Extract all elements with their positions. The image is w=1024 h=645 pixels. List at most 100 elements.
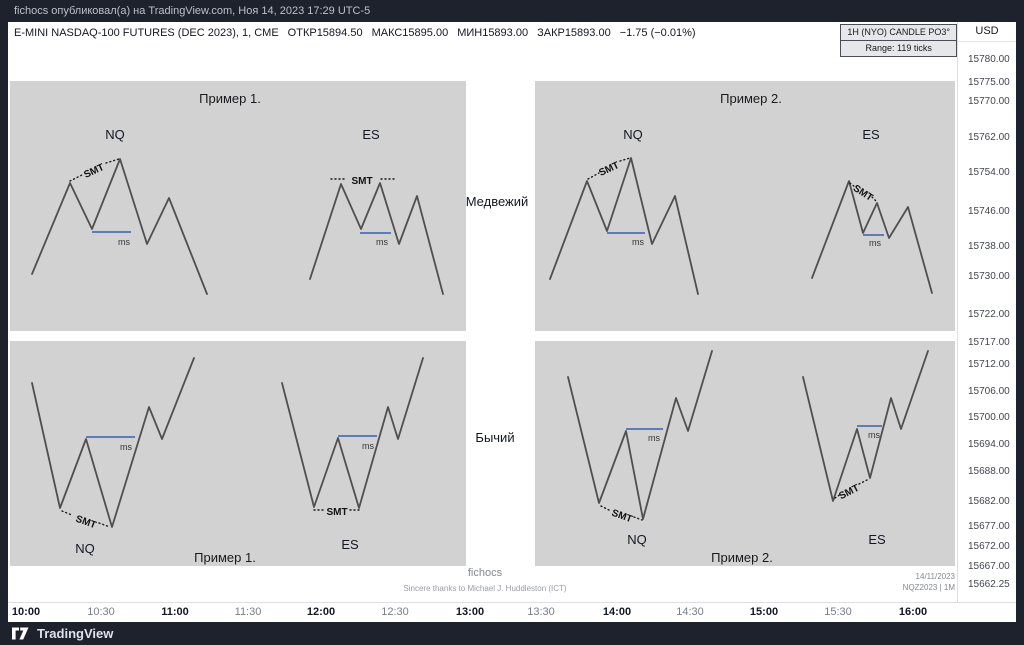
legend-segment: E-MINI NASDAQ-100 FUTURES (DEC 2023), 1,… [14, 27, 279, 39]
smt-divergence-line[interactable] [600, 505, 610, 511]
legend-segment: МИН15893.00 [457, 27, 529, 39]
ms-label: ms [868, 430, 880, 440]
time-tick-label: 12:30 [381, 606, 409, 618]
price-path[interactable] [567, 350, 713, 520]
snapshot-date: 14/11/2023 [915, 572, 955, 581]
smt-divergence-line[interactable] [849, 182, 856, 188]
ms-label: ms [648, 433, 660, 443]
price-tick-label: 15700.00 [968, 412, 1010, 423]
legend-segment: ЗАКР15893.00 [537, 27, 611, 39]
smt-divergence-line[interactable] [98, 522, 111, 528]
instrument-label: ES [868, 532, 886, 547]
axis-separator-vertical [957, 22, 958, 602]
snapshot-meta: 14/11/2023 NQZ2023 | 1M [903, 571, 955, 593]
smt-divergence-line[interactable] [633, 516, 643, 521]
snapshot-symbol-timeframe: NQZ2023 | 1M [902, 583, 955, 592]
example-panel[interactable]: Пример 2. NQ SMT ms ES SMT ms [535, 341, 955, 566]
price-tick-label: 15770.00 [968, 96, 1010, 107]
ms-label: ms [120, 442, 132, 452]
price-path[interactable] [549, 157, 699, 295]
smt-divergence-line[interactable] [834, 493, 842, 499]
price-tick-label: 15694.00 [968, 439, 1010, 450]
price-tick-label: 15677.00 [968, 521, 1010, 532]
smt-label: SMT [610, 508, 634, 526]
price-path[interactable] [811, 180, 933, 294]
example-panel[interactable]: Пример 1. NQ SMT ms ES SMT ms [10, 341, 466, 566]
instrument-label: NQ [627, 532, 647, 547]
ms-label: ms [869, 238, 881, 248]
smt-divergence-line[interactable] [105, 158, 120, 164]
attribution-text: fichocs опубликовал(а) на TradingView.co… [14, 5, 371, 17]
price-tick-label: 15662.25 [968, 579, 1010, 590]
price-tick-label: 15682.00 [968, 496, 1010, 507]
panel-title: Пример 1. [194, 550, 256, 565]
instrument-label: NQ [75, 541, 95, 556]
smt-divergence-line[interactable] [619, 157, 631, 162]
smt-divergence-line[interactable] [61, 510, 73, 516]
example-panel[interactable]: Пример 2. NQ SMT ms ES SMT ms [535, 81, 955, 331]
price-tick-label: 15688.00 [968, 466, 1010, 477]
example-panel[interactable]: Пример 1. NQ SMT ms ES SMT ms [10, 81, 466, 331]
price-tick-label: 15672.00 [968, 541, 1010, 552]
smt-divergence-line[interactable] [587, 172, 600, 180]
price-tick-label: 15712.00 [968, 359, 1010, 370]
instrument-label: ES [362, 127, 380, 142]
smt-label: SMT [597, 160, 621, 179]
price-tick-label: 15706.00 [968, 386, 1010, 397]
symbol-legend: E-MINI NASDAQ-100 FUTURES (DEC 2023), 1,… [14, 27, 696, 39]
brand-name[interactable]: TradingView [37, 626, 114, 641]
price-tick-label: 15780.00 [968, 54, 1010, 65]
time-tick-label: 13:30 [527, 606, 555, 618]
instrument-label: NQ [623, 127, 643, 142]
instrument-label: ES [341, 537, 359, 552]
row-label-bullish: Бычий [475, 430, 515, 445]
ms-label: ms [362, 441, 374, 451]
smt-label: SMT [82, 162, 106, 181]
price-tick-label: 15738.00 [968, 241, 1010, 252]
price-tick-label: 15667.00 [968, 561, 1010, 572]
price-path[interactable] [31, 357, 195, 528]
row-label-bearish: Медвежий [465, 194, 529, 209]
price-path[interactable] [802, 350, 929, 502]
annotation-badge[interactable]: 1H (NYO) CANDLE PO3° Range: 119 ticks [840, 24, 957, 57]
badge-line-1: 1H (NYO) CANDLE PO3° [841, 25, 956, 41]
time-tick-label: 15:00 [749, 606, 779, 618]
author-watermark: fichocs [467, 567, 503, 579]
legend-segment: МАКС15895.00 [371, 27, 449, 39]
smt-label: SMT [74, 514, 98, 532]
smt-label: SMT [837, 483, 861, 502]
smt-divergence-line[interactable] [858, 479, 868, 485]
price-tick-label: 15746.00 [968, 206, 1010, 217]
legend-segment: ОТКР15894.50 [287, 27, 363, 39]
time-axis[interactable]: 10:00 10:30 11:00 11:30 12:00 12:30 13:00 13:30… [8, 603, 957, 622]
price-tick-label: 15717.00 [968, 337, 1010, 348]
time-tick-label: 10:30 [87, 606, 115, 618]
ms-label: ms [118, 237, 130, 247]
time-tick-label: 11:00 [161, 606, 189, 618]
time-tick-label: 10:00 [11, 606, 41, 618]
smt-divergence-line[interactable] [69, 174, 83, 182]
attribution-bar: fichocs опубликовал(а) на TradingView.co… [0, 0, 1024, 22]
time-tick-label: 16:00 [898, 606, 928, 618]
price-path[interactable] [281, 357, 424, 509]
thanks-note: Sincere thanks to Michael J. Huddleston … [403, 584, 567, 593]
smt-label: SMT [326, 507, 347, 518]
axis-separator-horizontal [8, 602, 1016, 603]
tradingview-logo-icon[interactable] [12, 627, 29, 640]
price-axis[interactable]: USD 15780.00 15775.00 15770.00 15762.00 1575… [958, 22, 1016, 602]
price-tick-label: 15730.00 [968, 271, 1010, 282]
time-tick-label: 15:30 [824, 606, 852, 618]
currency-label: USD [958, 22, 1016, 42]
panel-title: Пример 2. [711, 550, 773, 565]
time-tick-label: 14:30 [676, 606, 704, 618]
price-tick-label: 15754.00 [968, 167, 1010, 178]
price-path[interactable] [309, 182, 444, 295]
time-tick-label: 13:00 [455, 606, 485, 618]
smt-label: SMT [351, 176, 372, 187]
instrument-label: ES [862, 127, 880, 142]
price-path[interactable] [31, 158, 208, 295]
panel-title: Пример 2. [720, 91, 782, 106]
ms-label: ms [376, 237, 388, 247]
smt-divergence-line[interactable] [871, 196, 877, 202]
